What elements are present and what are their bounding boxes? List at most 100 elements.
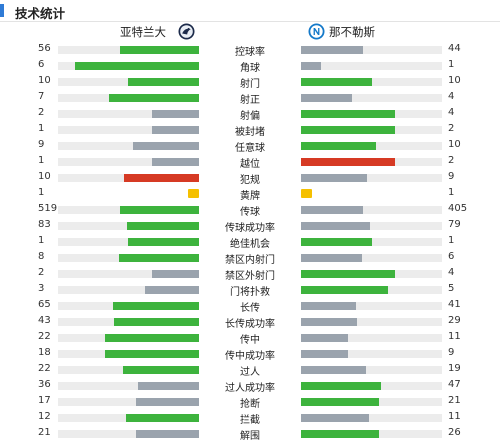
- away-stat-bar: [301, 222, 370, 230]
- home-stat-track: [58, 430, 199, 438]
- home-stat-track: [58, 254, 199, 262]
- home-stat-bar: [133, 142, 199, 150]
- section-title: 技术统计: [15, 6, 66, 21]
- stat-row: 22 过人 19: [0, 362, 500, 378]
- home-stat-value: 1: [38, 187, 45, 198]
- away-stat-bar: [301, 110, 395, 118]
- stat-row: 36 过人成功率 47: [0, 378, 500, 394]
- stat-row: 21 解围 26: [0, 426, 500, 440]
- away-stat-value: 4: [448, 267, 455, 278]
- away-stat-track: [301, 318, 442, 326]
- stat-label: 解围: [240, 431, 260, 440]
- stat-label: 传球: [240, 207, 260, 218]
- away-stat-bar: [301, 382, 381, 390]
- home-stat-value: 83: [38, 219, 51, 230]
- stat-label: 长传: [240, 303, 260, 314]
- home-stat-track: [58, 46, 199, 54]
- stat-row: 18 传中成功率 9: [0, 346, 500, 362]
- home-stat-track: [58, 318, 199, 326]
- stat-label: 被封堵: [235, 127, 265, 138]
- home-stat-bar: [145, 286, 199, 294]
- stat-label: 禁区内射门: [225, 255, 275, 266]
- header-accent-bar: [0, 4, 4, 17]
- home-stat-bar: [136, 430, 199, 438]
- home-stat-bar: [152, 158, 199, 166]
- header-divider: [0, 21, 500, 22]
- home-stat-track: [58, 94, 199, 102]
- napoli-crest-icon: [308, 23, 325, 40]
- home-stat-value: 43: [38, 315, 51, 326]
- away-stat-bar: [301, 62, 321, 70]
- away-stat-value: 79: [448, 219, 461, 230]
- stat-row: 10 犯规 9: [0, 170, 500, 186]
- away-stat-value: 44: [448, 43, 461, 54]
- home-stat-track: [58, 110, 199, 118]
- home-stat-value: 65: [38, 299, 51, 310]
- away-stat-bar: [301, 430, 379, 438]
- stat-label: 拦截: [240, 415, 260, 426]
- away-stat-value: 6: [448, 251, 455, 262]
- home-stat-bar: [105, 334, 199, 342]
- away-stat-value: 10: [448, 139, 461, 150]
- home-stat-track: [58, 286, 199, 294]
- away-stat-track: [301, 430, 442, 438]
- stat-label: 长传成功率: [225, 319, 275, 330]
- home-stat-bar: [113, 302, 199, 310]
- away-stat-bar: [301, 414, 369, 422]
- stat-row: 1 绝佳机会 1: [0, 234, 500, 250]
- stat-row: 17 抢断 21: [0, 394, 500, 410]
- stat-row: 7 射正 4: [0, 90, 500, 106]
- home-stat-value: 17: [38, 395, 51, 406]
- away-stat-value: 19: [448, 363, 461, 374]
- home-stat-value: 1: [38, 235, 45, 246]
- away-stat-value: 21: [448, 395, 461, 406]
- away-stat-bar: [301, 286, 388, 294]
- away-stat-bar: [301, 270, 395, 278]
- away-stat-track: [301, 158, 442, 166]
- home-stat-bar: [126, 414, 199, 422]
- stat-row: 10 射门 10: [0, 74, 500, 90]
- home-stat-value: 2: [38, 107, 45, 118]
- away-stat-value: 9: [448, 347, 455, 358]
- away-stat-value: 11: [448, 331, 461, 342]
- home-stat-track: [58, 78, 199, 86]
- stat-row: 2 射偏 4: [0, 106, 500, 122]
- home-stat-bar: [120, 46, 199, 54]
- stat-label: 射门: [240, 79, 260, 90]
- away-stat-value: 2: [448, 155, 455, 166]
- home-stat-track: [58, 382, 199, 390]
- away-stat-track: [301, 126, 442, 134]
- home-team-name: 亚特兰大: [120, 25, 166, 39]
- home-stat-value: 6: [38, 59, 45, 70]
- home-stat-bar: [75, 62, 199, 70]
- away-stat-track: [301, 350, 442, 358]
- home-stat-track: [58, 302, 199, 310]
- home-stat-bar: [138, 382, 199, 390]
- away-stat-bar: [301, 174, 367, 182]
- stat-label: 传中成功率: [225, 351, 275, 362]
- stat-label: 门将扑救: [230, 287, 270, 298]
- away-stat-track: [301, 238, 442, 246]
- away-stat-value: 41: [448, 299, 461, 310]
- away-stat-value: 11: [448, 411, 461, 422]
- stat-row: 6 角球 1: [0, 58, 500, 74]
- home-stat-value: 1: [38, 123, 45, 134]
- home-stat-track: [58, 206, 199, 214]
- stat-row: 3 门将扑救 5: [0, 282, 500, 298]
- home-stat-value: 7: [38, 91, 45, 102]
- away-stat-track: [301, 46, 442, 54]
- away-stat-value: 26: [448, 427, 461, 438]
- home-stat-track: [58, 158, 199, 166]
- away-stat-track: [301, 382, 442, 390]
- home-stat-value: 519: [38, 203, 58, 214]
- away-stat-track: [301, 414, 442, 422]
- away-stat-track: [301, 366, 442, 374]
- stat-row: 22 传中 11: [0, 330, 500, 346]
- away-stat-value: 9: [448, 171, 455, 182]
- away-stat-track: [301, 334, 442, 342]
- away-stat-bar: [301, 46, 363, 54]
- away-stat-track: [301, 302, 442, 310]
- away-stat-track: [301, 398, 442, 406]
- away-stat-bar: [301, 238, 372, 246]
